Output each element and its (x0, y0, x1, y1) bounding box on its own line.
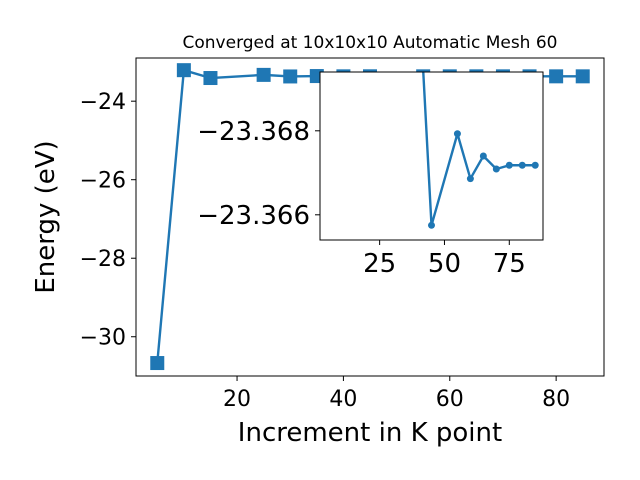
main-data-point (575, 69, 590, 84)
inset-data-point (479, 152, 487, 160)
inset-y-tick-label: −23.368 (197, 117, 310, 147)
main-data-point (283, 69, 298, 84)
inset-y-tick-label: −23.366 (197, 201, 310, 231)
inset-data-point (531, 161, 539, 169)
inset-data-point (492, 165, 500, 173)
y-axis-label: Energy (eV) (31, 140, 61, 293)
main-y-tick-label: −30 (80, 326, 126, 351)
inset-data-point (428, 221, 435, 229)
main-y-axis-ticks: −24 −26 −28 −30 (80, 90, 136, 351)
main-x-tick-label: 60 (436, 387, 464, 412)
main-y-tick-label: −28 (80, 247, 126, 272)
main-data-point (256, 67, 271, 82)
inset-data-point (453, 130, 461, 138)
inset-x-axis-ticks: 25 50 75 (363, 240, 526, 279)
main-data-point (203, 71, 218, 86)
inset-data-point (466, 175, 474, 183)
main-plot-frame (135, 57, 605, 377)
main-x-tick-label: 20 (223, 387, 251, 412)
main-data-point (150, 356, 165, 371)
inset-series (422, 72, 539, 229)
inset-data-point (518, 161, 526, 169)
main-data-point (176, 63, 191, 78)
main-y-tick-label: −24 (80, 90, 126, 115)
inset-x-tick-label: 75 (493, 249, 526, 279)
x-axis-label: Increment in K point (238, 418, 502, 448)
inset-y-axis-ticks: −23.368 −23.366 (197, 117, 320, 231)
main-y-tick-label: −26 (80, 169, 126, 194)
main-data-point (549, 69, 564, 84)
inset-x-tick-label: 25 (363, 249, 396, 279)
main-x-tick-label: 40 (329, 387, 357, 412)
inset-data-point (505, 161, 513, 169)
inset-x-tick-label: 50 (428, 249, 461, 279)
chart-title: Converged at 10x10x10 Automatic Mesh 60 (183, 33, 558, 53)
inset-plot-frame (319, 71, 544, 241)
main-x-axis-ticks: 20 40 60 80 (223, 376, 570, 412)
main-x-tick-label: 80 (542, 387, 570, 412)
inset-chart: 25 50 75 −23.368 −23.366 (197, 71, 544, 279)
